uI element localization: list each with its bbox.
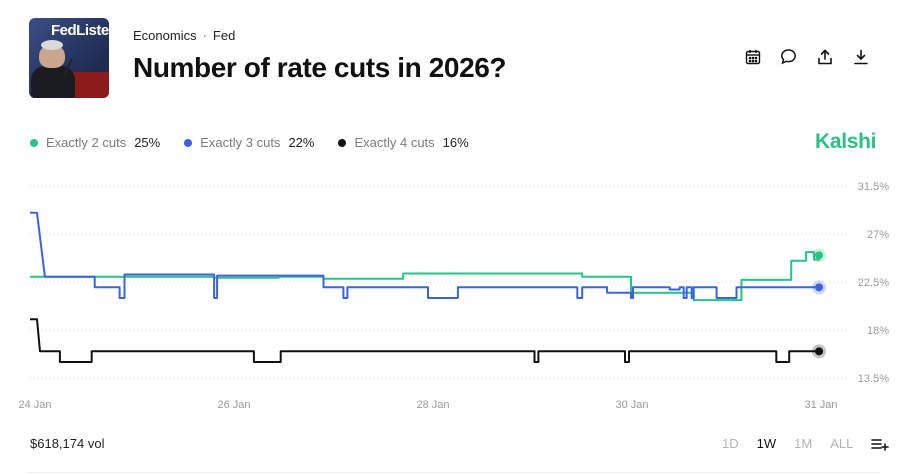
x-tick-label: 30 Jan (615, 399, 648, 411)
x-tick-label: 31 Jan (805, 399, 838, 411)
kalshi-logo: Kalshi (815, 130, 877, 153)
range-all-button[interactable]: ALL (830, 436, 854, 451)
breadcrumb-fed[interactable]: Fed (212, 28, 236, 43)
range-1m-button[interactable]: 1M (794, 436, 813, 451)
y-tick-label: 13.5% (858, 373, 889, 385)
podium (73, 72, 109, 98)
series-end-marker (815, 251, 824, 260)
legend-label: Exactly 2 cuts (46, 135, 127, 150)
series-line-4-cuts (30, 318, 819, 363)
page-title: Number of rate cuts in 2026? (133, 52, 507, 83)
legend-item-4-cuts[interactable]: Exactly 4 cuts 16% (338, 135, 469, 150)
chart-options-icon[interactable] (871, 437, 890, 451)
legend-item-3-cuts[interactable]: Exactly 3 cuts 22% (184, 135, 314, 150)
range-1d-button[interactable]: 1D (722, 436, 739, 451)
download-icon (853, 49, 868, 64)
legend-label: Exactly 4 cuts (354, 135, 435, 150)
download-button[interactable] (850, 46, 871, 67)
share-button[interactable] (814, 46, 835, 67)
legend-swatch-4-cuts (338, 138, 347, 147)
breadcrumb: Economics · Fed (133, 28, 235, 43)
volume-label: $618,174 vol (30, 436, 105, 451)
breadcrumb-separator: · (202, 28, 207, 43)
footer-divider (28, 472, 880, 473)
x-tick-label: 24 Jan (18, 399, 51, 411)
legend-swatch-3-cuts (184, 138, 193, 147)
thumbnail-sign-text: FedListen (51, 22, 109, 39)
legend-value: 22% (288, 135, 315, 150)
y-tick-label: 31.5% (858, 181, 889, 193)
market-thumbnail: FedListen (29, 18, 109, 98)
price-chart[interactable]: 31.5% 27% 22.5% 18% 13.5% 24 Jan 26 Jan 28 Jan 3… (0, 170, 908, 420)
share-icon (817, 49, 832, 64)
series-end-marker (815, 347, 824, 356)
x-tick-label: 26 Jan (217, 399, 250, 411)
time-range-selector: 1D 1W 1M ALL (722, 436, 890, 451)
calendar-button[interactable] (742, 46, 763, 67)
legend-value: 25% (134, 135, 161, 150)
comment-icon (781, 49, 796, 65)
comment-button[interactable] (778, 46, 799, 67)
header-actions (742, 46, 871, 67)
legend-swatch-2-cuts (30, 138, 38, 147)
y-tick-label: 22.5% (858, 277, 889, 289)
x-tick-label: 28 Jan (416, 399, 449, 411)
y-tick-label: 18% (867, 325, 889, 337)
series-line-3-cuts (30, 211, 819, 299)
legend-value: 16% (442, 135, 469, 150)
speaker-suit (31, 66, 75, 98)
y-tick-label: 27% (867, 229, 889, 241)
legend-label: Exactly 3 cuts (200, 135, 281, 150)
series-line-2-cuts (30, 251, 820, 302)
calendar-icon (745, 49, 760, 64)
series-end-marker (815, 283, 824, 292)
speaker-hair (41, 40, 63, 50)
breadcrumb-economics[interactable]: Economics (133, 28, 197, 43)
chart-legend: Exactly 2 cuts 25% Exactly 3 cuts 22% Ex… (30, 135, 493, 150)
legend-item-2-cuts[interactable]: Exactly 2 cuts 25% (30, 135, 160, 150)
range-1w-button[interactable]: 1W (756, 436, 777, 451)
